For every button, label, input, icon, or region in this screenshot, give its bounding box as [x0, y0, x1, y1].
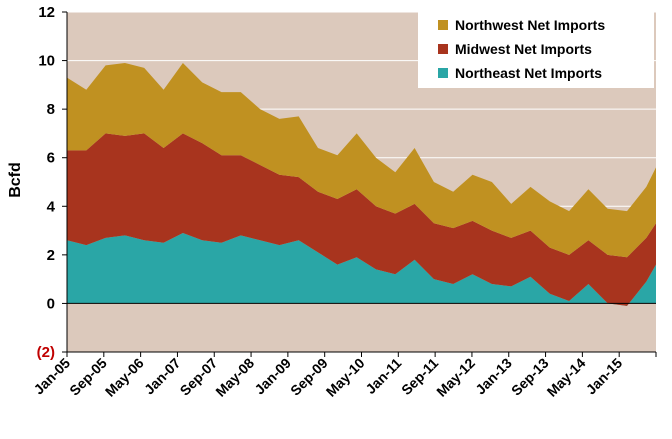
axes	[62, 11, 657, 357]
x-tick-label: May-08	[212, 355, 257, 400]
x-tick-label: Jan-07	[141, 355, 184, 398]
x-tick-label: Jan-09	[251, 355, 294, 398]
x-tick-label: Jan-15	[583, 355, 626, 398]
x-tick-label: Sep-09	[287, 355, 331, 399]
legend-item-midwest-label: Midwest Net Imports	[455, 41, 592, 57]
legend-item-northwest-swatch	[438, 20, 448, 30]
x-tick-label: Sep-07	[177, 355, 221, 399]
x-tick-label: May-12	[433, 355, 478, 400]
northeast-area	[67, 233, 656, 306]
midwest-area	[67, 133, 656, 306]
x-tick-label: May-06	[102, 355, 147, 400]
legend: Northwest Net Imports Midwest Net Imports…	[418, 12, 654, 88]
x-tick-label: Sep-13	[508, 355, 552, 399]
x-tick-label: May-14	[544, 355, 589, 400]
y-tick-label: 6	[47, 150, 55, 167]
y-tick-label: 0	[47, 295, 55, 312]
x-tick-labels: Jan-05Sep-05May-06Jan-07Sep-07May-08Jan-…	[30, 355, 625, 400]
legend-item-northeast-swatch	[438, 68, 448, 78]
x-tick-label: Jan-05	[30, 355, 73, 398]
y-tick-label: 8	[47, 101, 55, 118]
legend-item-northwest-label: Northwest Net Imports	[455, 17, 605, 33]
legend-item-midwest-swatch	[438, 44, 448, 54]
y-axis-label: Bcfd	[7, 162, 24, 198]
y-tick-label: 10	[38, 53, 55, 70]
x-tick-label: Sep-05	[66, 355, 110, 399]
x-tick-label: Sep-11	[398, 355, 441, 398]
y-tick-label: 2	[47, 247, 55, 264]
x-tick-label: May-10	[323, 355, 368, 400]
y-tick-label: (2)	[37, 344, 55, 361]
northwest-area	[67, 63, 656, 258]
legend-box	[418, 12, 654, 88]
x-tick-label: Jan-13	[472, 355, 515, 398]
y-tick-labels: 12 10 8 6 4 2 0 (2)	[37, 4, 56, 361]
series-areas	[67, 63, 656, 306]
y-tick-label: 4	[47, 198, 56, 215]
legend-item-northeast-label: Northeast Net Imports	[455, 65, 602, 81]
x-tick-label: Jan-11	[362, 355, 404, 397]
y-tick-label: 12	[38, 4, 55, 21]
